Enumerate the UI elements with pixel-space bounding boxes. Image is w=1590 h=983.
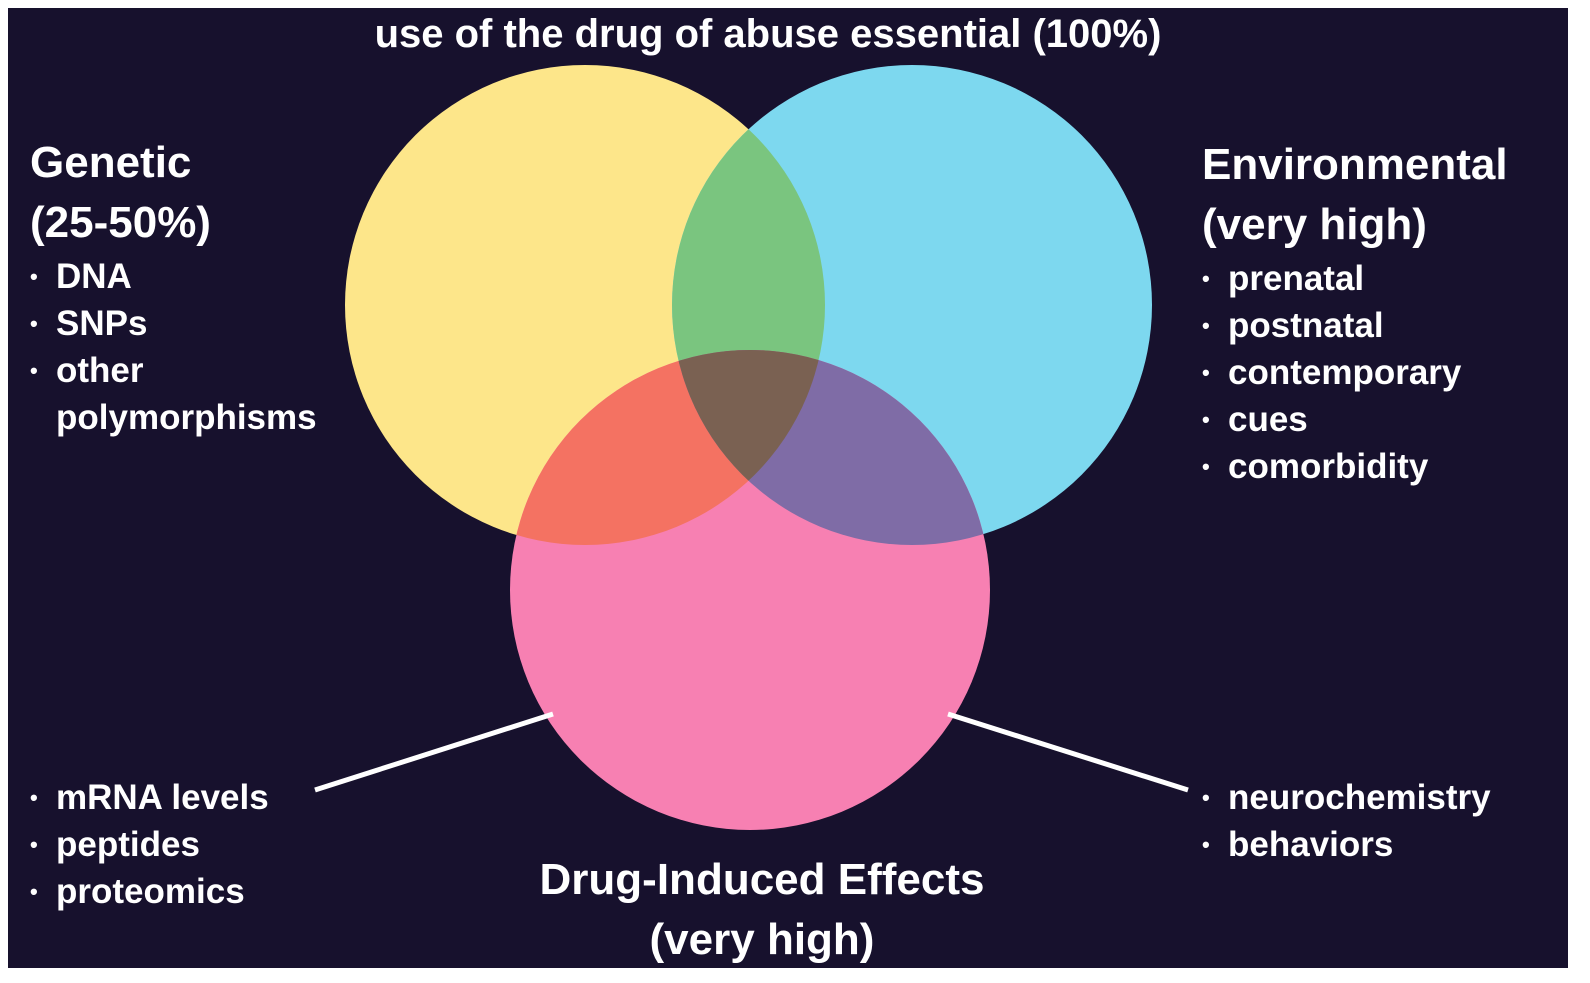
item: SNPs	[30, 300, 360, 347]
title: use of the drug of abuse essential (100%…	[374, 12, 1162, 56]
item: other polymorphisms	[30, 347, 360, 441]
set-subtitle: (very high)	[649, 915, 875, 964]
overlap	[510, 350, 825, 545]
item: neurochemistry	[1202, 774, 1562, 821]
item: mRNA levels	[30, 774, 350, 821]
drug-block: Drug-Induced Effects (very high)	[462, 850, 1062, 970]
item: postnatal	[1202, 302, 1562, 349]
item: peptides	[30, 821, 350, 868]
drug-left-items: mRNA levelspeptidesproteomics	[30, 774, 350, 915]
set-title: Environmental	[1202, 140, 1508, 189]
connector	[314, 711, 554, 793]
genetic-block: Genetic (25-50%) DNASNPsother polymorphi…	[30, 133, 360, 441]
overlap	[672, 350, 825, 545]
item: cues	[1202, 396, 1562, 443]
set-subtitle: (25-50%)	[30, 198, 211, 247]
environmental-block: Environmental (very high) prenatalpostna…	[1202, 135, 1562, 490]
set-title: Drug-Induced Effects	[539, 855, 985, 904]
item: contemporary	[1202, 349, 1562, 396]
items: prenatalpostnatalcontemporarycuescomorbi…	[1202, 255, 1562, 490]
item: behaviors	[1202, 821, 1562, 868]
set-title: Genetic	[30, 138, 192, 187]
set-subtitle: (very high)	[1202, 200, 1427, 249]
items: DNASNPsother polymorphisms	[30, 253, 360, 441]
overlap	[672, 350, 990, 545]
connector	[947, 711, 1189, 793]
item: comorbidity	[1202, 443, 1562, 490]
item: proteomics	[30, 868, 350, 915]
drug-right-items: neurochemistrybehaviors	[1202, 774, 1562, 868]
item: DNA	[30, 253, 360, 300]
item: prenatal	[1202, 255, 1562, 302]
